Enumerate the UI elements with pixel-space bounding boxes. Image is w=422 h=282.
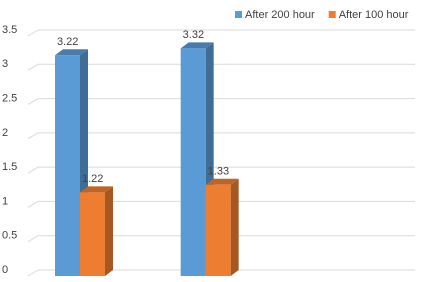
bar-front <box>180 48 206 276</box>
bar-front <box>80 192 105 276</box>
legend-label: After 200 hour <box>245 9 315 21</box>
grid-line <box>27 98 39 106</box>
bar-side <box>230 178 239 276</box>
value-label: 3.32 <box>183 29 204 41</box>
y-tick-label: 1.5 <box>2 161 17 173</box>
y-tick-label: 2 <box>2 127 8 139</box>
value-label: 1.22 <box>82 173 103 185</box>
y-tick-label: 3 <box>2 58 8 70</box>
bar-front <box>205 184 231 276</box>
bar-front <box>55 55 80 277</box>
y-tick-label: 2.5 <box>2 92 17 104</box>
y-tick-label: 1 <box>2 195 8 207</box>
grid-line <box>27 200 39 208</box>
bar-top <box>55 49 88 56</box>
y-tick-label: 0 <box>2 264 8 276</box>
grid-line <box>27 29 39 37</box>
legend-label: After 100 hour <box>339 9 409 21</box>
bar <box>55 49 88 277</box>
value-label: 3.22 <box>57 36 78 48</box>
grid-line <box>27 235 39 243</box>
value-label: 1.33 <box>208 166 229 178</box>
grid-line <box>27 63 39 71</box>
bar-side <box>105 186 113 276</box>
y-tick-label: 3.5 <box>2 24 17 36</box>
bar-top <box>180 42 214 49</box>
y-tick-label: 0.5 <box>2 230 17 242</box>
legend-swatch <box>328 11 336 18</box>
legend-swatch <box>235 11 242 18</box>
grid-line <box>27 132 39 140</box>
bar <box>205 178 239 276</box>
grid-line <box>27 269 39 277</box>
grid-line <box>27 166 39 174</box>
bar <box>80 186 113 276</box>
bar-top <box>80 186 113 193</box>
bar-top <box>205 178 239 185</box>
